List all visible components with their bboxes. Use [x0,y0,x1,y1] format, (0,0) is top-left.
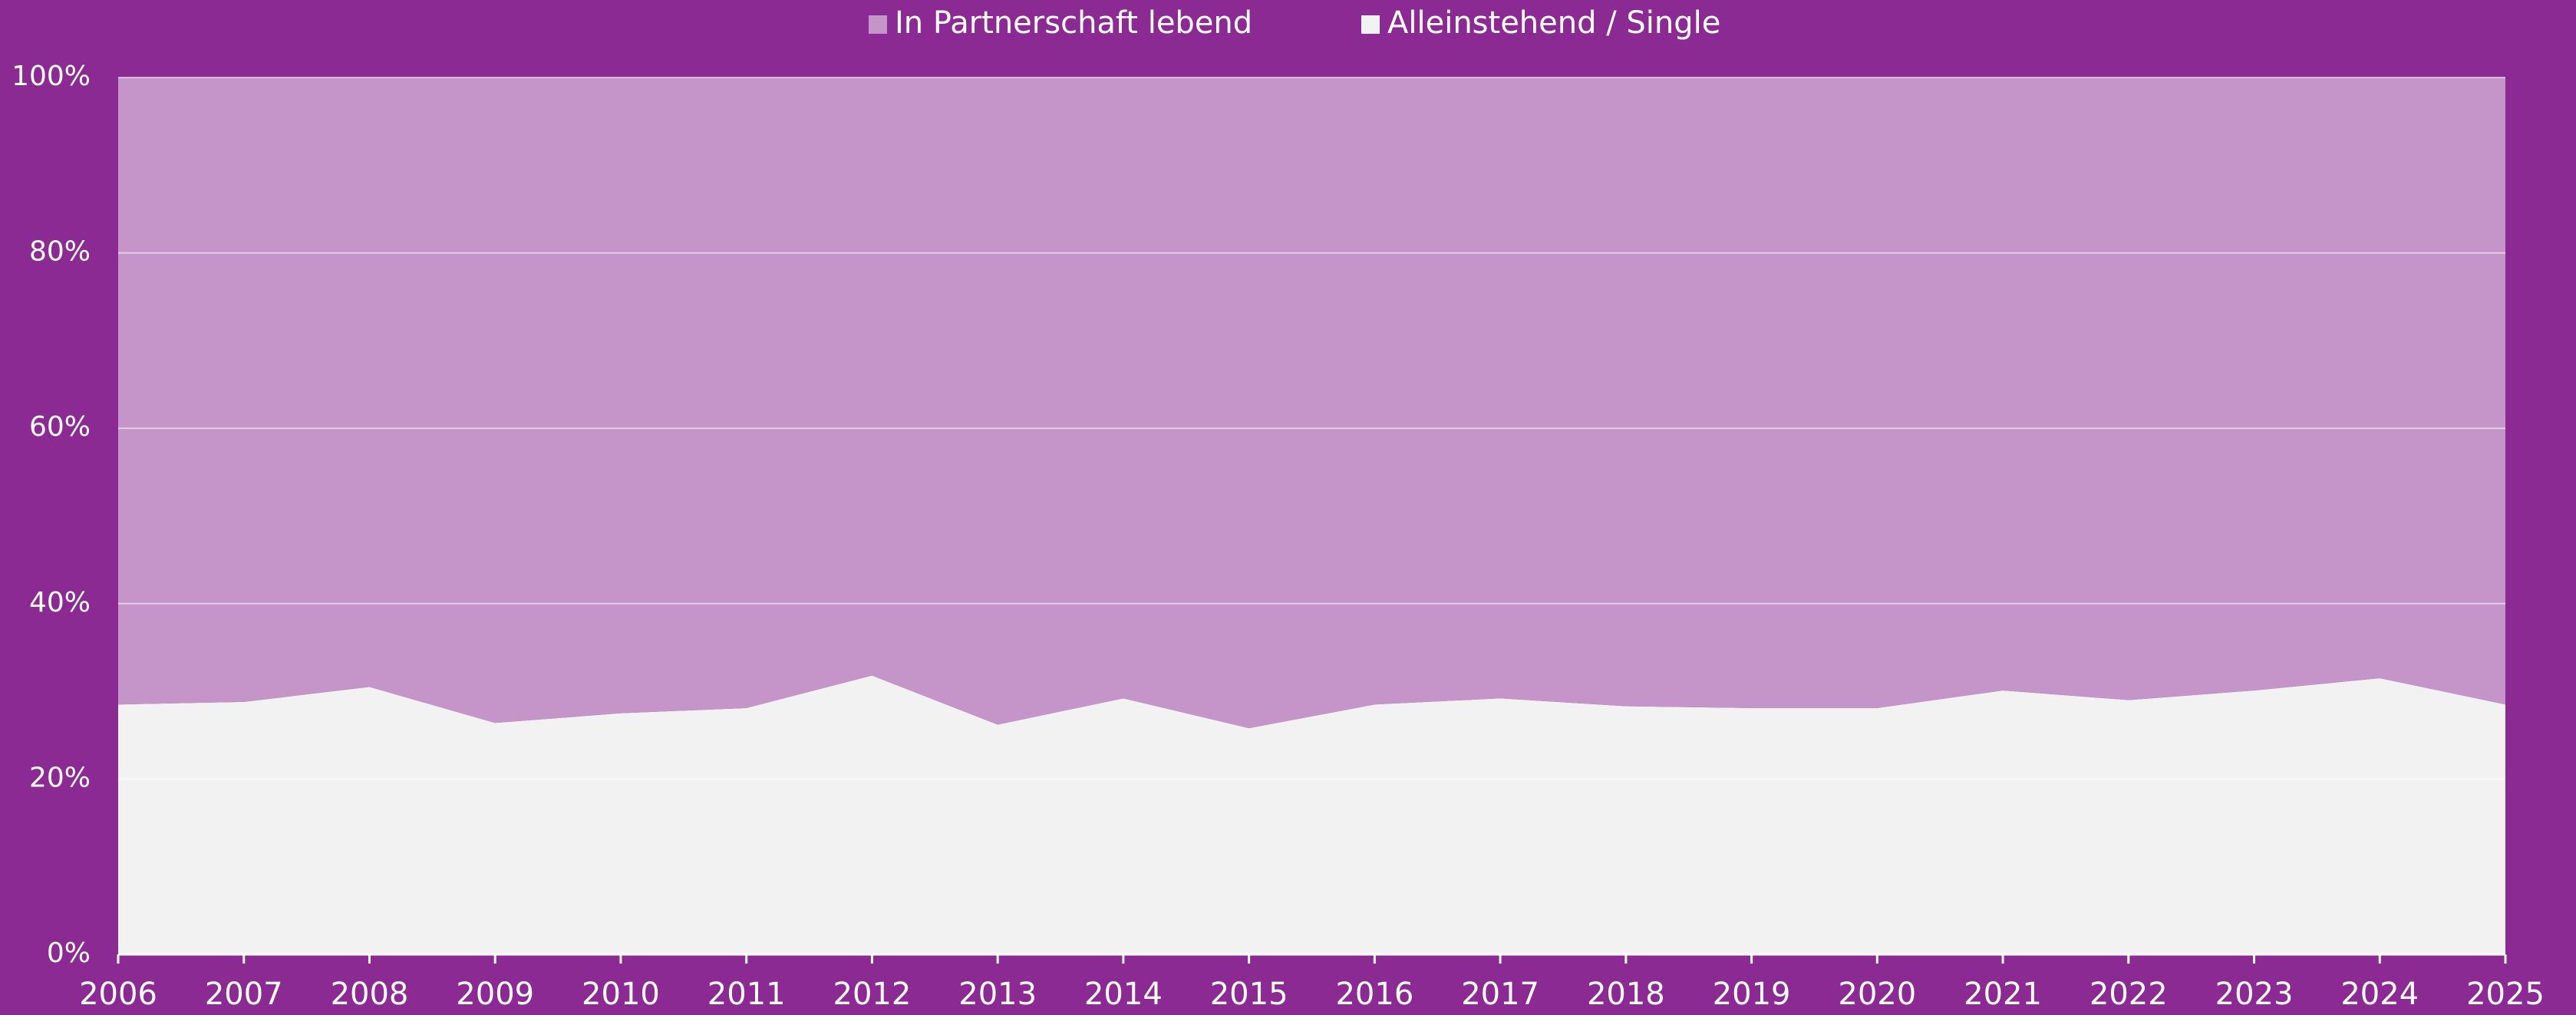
x-tick-label: 2023 [2215,977,2294,1012]
x-tick-label: 2014 [1084,977,1163,1012]
x-tick-label: 2024 [2340,977,2419,1012]
legend-label: Alleinstehend / Single [1387,5,1720,41]
y-tick-label: 80% [29,236,91,268]
x-tick-label: 2009 [456,977,534,1012]
x-tick-label: 2022 [2089,977,2168,1012]
x-tick-label: 2006 [79,977,157,1012]
legend-swatch [869,15,887,34]
y-tick-label: 100% [12,61,91,92]
x-tick-label: 2018 [1587,977,1665,1012]
x-tick-label: 2008 [331,977,409,1012]
x-tick-label: 2011 [707,977,786,1012]
x-tick-label: 2012 [833,977,912,1012]
x-tick-label: 2025 [2466,977,2545,1012]
x-tick-label: 2021 [1964,977,2042,1012]
x-tick-label: 2010 [582,977,660,1012]
legend-label: In Partnerschaft lebend [895,5,1252,41]
y-tick-label: 60% [29,411,91,443]
y-tick-label: 40% [29,587,91,618]
y-tick-label: 20% [29,762,91,793]
area [118,675,2505,954]
x-tick-label: 2015 [1210,977,1288,1012]
y-tick-label: 0% [47,938,91,969]
x-tick-label: 2017 [1461,977,1539,1012]
area [118,77,2505,729]
x-tick-label: 2013 [958,977,1037,1012]
x-tick-label: 2020 [1838,977,1916,1012]
x-tick-label: 2016 [1335,977,1413,1012]
x-tick-label: 2007 [205,977,283,1012]
x-tick-label: 2019 [1713,977,1791,1012]
legend-swatch [1361,15,1380,34]
